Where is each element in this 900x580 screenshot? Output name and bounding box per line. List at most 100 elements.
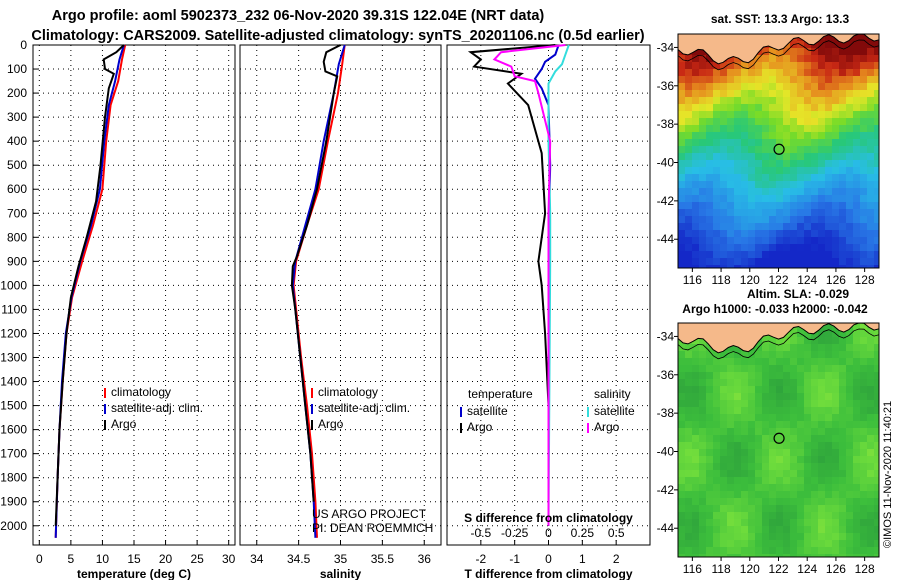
map-cell	[839, 202, 846, 209]
map-cell	[860, 230, 867, 237]
map-cell	[839, 365, 846, 372]
map-cell	[692, 407, 699, 414]
map-cell	[734, 230, 741, 237]
map-cell	[699, 167, 706, 174]
map-cell	[741, 463, 748, 470]
map-cell	[678, 174, 685, 181]
map-cell	[692, 125, 699, 132]
map-cell	[867, 230, 874, 237]
map-cell	[825, 428, 832, 435]
map-cell	[685, 407, 692, 414]
map-cell	[762, 216, 769, 223]
map-cell	[692, 505, 699, 512]
map-cell	[783, 90, 790, 97]
map-cell	[839, 526, 846, 533]
map-cell	[699, 132, 706, 139]
map-cell	[741, 111, 748, 118]
map-cell	[867, 258, 874, 265]
map-cell	[748, 251, 755, 258]
y-tick-label: -36	[657, 368, 675, 382]
map-cell	[811, 251, 818, 258]
map-cell	[783, 372, 790, 379]
map-cell	[818, 526, 825, 533]
map-cell	[790, 435, 797, 442]
x-tick-label: 120	[740, 273, 760, 287]
map-cell	[769, 484, 776, 491]
map-cell	[790, 393, 797, 400]
map-cell	[839, 90, 846, 97]
map-cell	[839, 505, 846, 512]
map-cell	[874, 498, 879, 505]
map-cell	[734, 146, 741, 153]
map-cell	[839, 533, 846, 540]
map-cell	[741, 407, 748, 414]
map-cell	[797, 400, 804, 407]
map-cell	[706, 153, 713, 160]
map-cell	[783, 195, 790, 202]
map-cell	[692, 358, 699, 365]
x-tick-label: 118	[712, 562, 731, 576]
map-cell	[818, 428, 825, 435]
map-cell	[713, 540, 720, 547]
x-tick-label: 116	[683, 562, 702, 576]
map-cell	[748, 76, 755, 83]
map-cell	[685, 463, 692, 470]
map-cell	[846, 132, 853, 139]
map-cell	[685, 372, 692, 379]
map-cell	[783, 491, 790, 498]
map-cell	[832, 258, 839, 265]
map-cell	[818, 547, 825, 554]
map-cell	[699, 505, 706, 512]
legend-label: satellite	[467, 404, 508, 418]
map-cell	[867, 202, 874, 209]
map-cell	[741, 97, 748, 104]
map-cell	[790, 62, 797, 69]
map-cell	[818, 125, 825, 132]
map-cell	[685, 428, 692, 435]
map-cell	[734, 400, 741, 407]
map-cell	[692, 111, 699, 118]
map-cell	[811, 125, 818, 132]
map-cell	[874, 351, 879, 358]
map-cell	[790, 76, 797, 83]
map-cell	[734, 358, 741, 365]
map-cell	[678, 463, 685, 470]
y-tick-label: -44	[657, 232, 675, 246]
map-cell	[699, 337, 706, 344]
map-cell	[846, 540, 853, 547]
map-cell	[804, 414, 811, 421]
map-cell	[818, 519, 825, 526]
map-cell	[706, 55, 713, 62]
map-cell	[860, 428, 867, 435]
map-cell	[769, 386, 776, 393]
map-cell	[867, 55, 874, 62]
map-cell	[720, 76, 727, 83]
map-cell	[846, 265, 853, 268]
map-cell	[867, 358, 874, 365]
map-cell	[811, 237, 818, 244]
map-cell	[867, 160, 874, 167]
map-cell	[720, 69, 727, 76]
map-cell	[832, 547, 839, 554]
map-cell	[825, 463, 832, 470]
map-cell	[699, 237, 706, 244]
map-cell	[734, 202, 741, 209]
map-cell	[727, 379, 734, 386]
map-cell	[762, 195, 769, 202]
map-cell	[685, 505, 692, 512]
map-cell	[860, 69, 867, 76]
map-cell	[846, 251, 853, 258]
map-cell	[720, 358, 727, 365]
map-cell	[832, 202, 839, 209]
map-cell	[706, 174, 713, 181]
map-cell	[811, 90, 818, 97]
map-cell	[797, 265, 804, 268]
map-cell	[755, 195, 762, 202]
map-cell	[748, 428, 755, 435]
map-cell	[734, 533, 741, 540]
map-cell	[804, 547, 811, 554]
map-cell	[748, 414, 755, 421]
map-cell	[860, 442, 867, 449]
map-cell	[832, 351, 839, 358]
